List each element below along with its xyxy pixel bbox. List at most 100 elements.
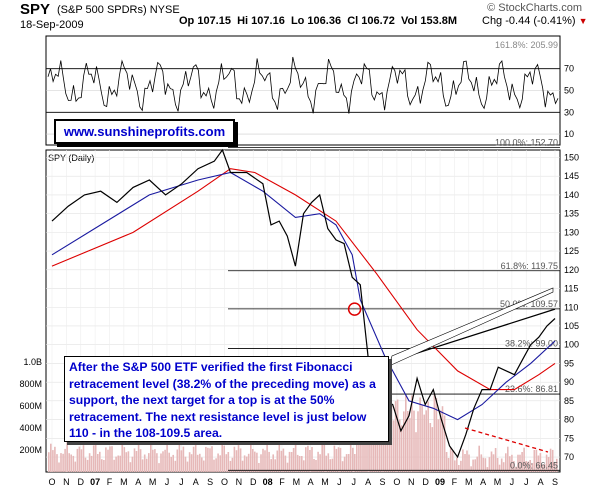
volume-bar bbox=[125, 452, 128, 472]
volume-bar bbox=[331, 458, 334, 472]
volume-bar bbox=[451, 451, 454, 472]
volume-bar bbox=[256, 452, 258, 472]
volume-bar bbox=[494, 448, 497, 472]
x-tick-label: M bbox=[120, 477, 128, 487]
volume-bar bbox=[188, 452, 191, 472]
x-tick-label: J bbox=[524, 477, 529, 487]
volume-bar bbox=[92, 445, 95, 472]
volume-bar bbox=[107, 449, 109, 472]
volume-bar bbox=[421, 405, 423, 472]
volume-bar bbox=[472, 459, 474, 472]
price-tick-label: 150 bbox=[564, 152, 579, 162]
volume-bar bbox=[545, 454, 548, 472]
watermark-url: www.sunshineprofits.com bbox=[54, 119, 235, 144]
volume-bar bbox=[484, 458, 487, 472]
volume-bar bbox=[160, 453, 162, 472]
x-tick-label: M bbox=[149, 477, 157, 487]
volume-tick-label: 1.0B bbox=[23, 357, 42, 367]
volume-bar bbox=[268, 451, 270, 472]
volume-bar bbox=[162, 451, 164, 472]
volume-trend-line bbox=[464, 427, 549, 453]
volume-bar bbox=[521, 452, 523, 472]
volume-bar bbox=[468, 454, 470, 472]
fib-label: 23.6%: 86.81 bbox=[505, 384, 558, 394]
x-tick-label: F bbox=[452, 477, 458, 487]
volume-bar bbox=[180, 450, 183, 472]
volume-bar bbox=[254, 451, 256, 472]
volume-bar bbox=[56, 454, 58, 472]
volume-tick-label: 600M bbox=[19, 401, 42, 411]
volume-bar bbox=[321, 444, 323, 472]
volume-bar bbox=[447, 458, 450, 472]
volume-bar bbox=[233, 446, 236, 472]
volume-bar bbox=[194, 442, 197, 472]
x-tick-label: S bbox=[380, 477, 386, 487]
volume-bar bbox=[553, 461, 556, 472]
volume-bar bbox=[145, 458, 148, 472]
volume-bar bbox=[182, 446, 185, 472]
x-tick-label: J bbox=[337, 477, 342, 487]
volume-bar bbox=[190, 454, 193, 472]
volume-bar bbox=[158, 463, 160, 472]
volume-bar bbox=[527, 461, 529, 472]
volume-bar bbox=[403, 411, 405, 472]
volume-bar bbox=[490, 451, 493, 472]
volume-bar bbox=[211, 446, 213, 472]
volume-bar bbox=[117, 455, 119, 472]
volume-bar bbox=[419, 397, 421, 472]
down-arrow-icon: ▼ bbox=[578, 16, 588, 26]
volume-bar bbox=[54, 446, 56, 472]
volume-bar bbox=[131, 456, 134, 472]
volume-bar bbox=[305, 447, 307, 472]
volume-bar bbox=[223, 445, 225, 472]
volume-bar bbox=[164, 449, 166, 472]
volume-bar bbox=[502, 462, 505, 472]
chart-date: 18-Sep-2009 bbox=[20, 19, 84, 31]
volume-bar bbox=[354, 454, 356, 472]
volume-bar bbox=[535, 449, 538, 472]
volume-bar bbox=[292, 448, 295, 472]
volume-bar bbox=[454, 460, 456, 472]
volume-bar bbox=[99, 451, 101, 472]
rsi-tick-label: 50 bbox=[564, 86, 574, 96]
volume-bar bbox=[84, 457, 87, 472]
volume-bar bbox=[413, 410, 415, 472]
x-tick-label: A bbox=[538, 477, 544, 487]
volume-bar bbox=[239, 448, 242, 472]
volume-bar bbox=[303, 460, 305, 472]
volume-bar bbox=[498, 464, 501, 472]
volume-bar bbox=[411, 395, 413, 472]
volume-bar bbox=[219, 455, 221, 472]
volume-bar bbox=[519, 454, 521, 472]
volume-bar bbox=[337, 447, 340, 472]
volume-bar bbox=[137, 443, 140, 472]
volume-bar bbox=[105, 447, 107, 472]
volume-bar bbox=[127, 451, 130, 472]
volume-bar bbox=[213, 459, 215, 472]
volume-bar bbox=[247, 453, 250, 472]
volume-bar bbox=[370, 432, 372, 472]
volume-bar bbox=[341, 461, 344, 472]
volume-bar bbox=[435, 398, 438, 472]
highlight-circle bbox=[347, 302, 362, 316]
price-tick-label: 135 bbox=[564, 209, 579, 219]
volume-bar bbox=[319, 454, 321, 472]
volume-bar bbox=[476, 456, 478, 472]
price-tick-label: 140 bbox=[564, 190, 579, 200]
x-tick-label: F bbox=[107, 477, 113, 487]
x-tick-label: M bbox=[293, 477, 301, 487]
volume-bar bbox=[221, 443, 223, 472]
volume-bar bbox=[533, 450, 536, 472]
volume-bar bbox=[227, 452, 230, 472]
volume-bar bbox=[309, 450, 311, 472]
volume-bar bbox=[509, 456, 511, 472]
price-tick-label: 80 bbox=[564, 415, 574, 425]
ticker-name: (S&P 500 SPDRs) NYSE bbox=[57, 4, 180, 16]
volume-bar bbox=[547, 457, 550, 472]
volume-bar bbox=[78, 446, 81, 472]
volume-bar bbox=[298, 456, 301, 472]
price-tick-label: 110 bbox=[564, 302, 578, 312]
volume-bar bbox=[245, 456, 248, 472]
volume-bar bbox=[505, 453, 507, 472]
volume-bar bbox=[460, 460, 462, 472]
